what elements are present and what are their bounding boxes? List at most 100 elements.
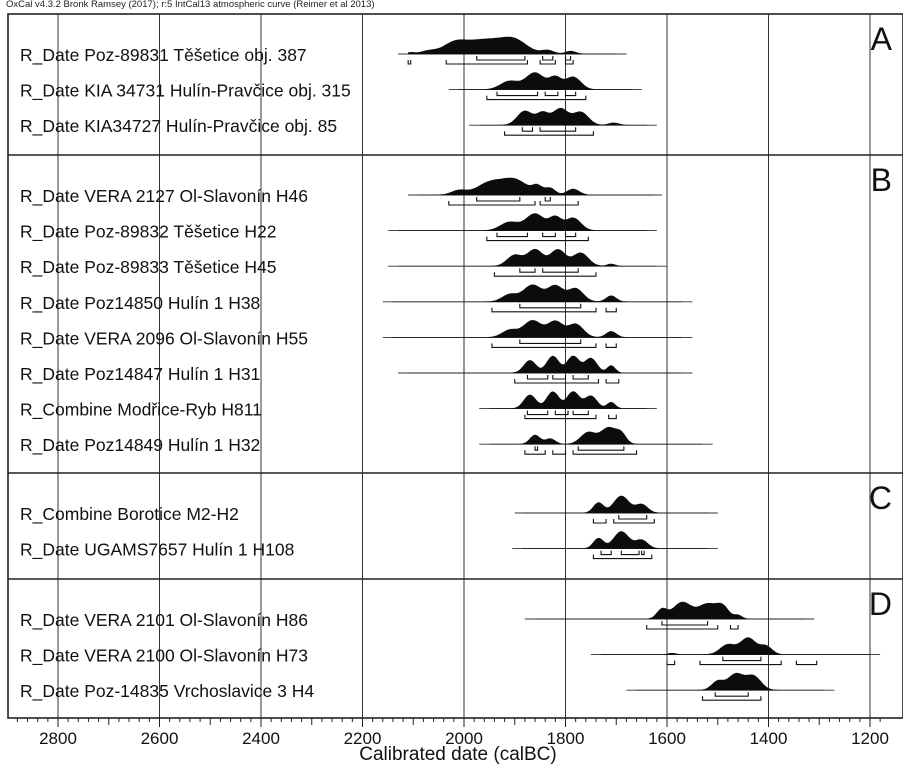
range-95-bracket [646, 625, 719, 630]
plot-frame: A B C D [7, 13, 903, 719]
range-95-bracket [666, 660, 676, 666]
range-68-bracket [554, 410, 569, 416]
row-label: R_Date Poz14849 Hulín 1 H32 [20, 435, 260, 456]
range-68-bracket [542, 56, 554, 61]
x-tick-label: 2400 [242, 729, 280, 748]
range-95-bracket [592, 554, 653, 560]
date-row: R_Date Poz-89833 Těšetice H45 [20, 248, 667, 278]
date-row: R_Date KIA34727 Hulín-Pravčice obj. 85 [20, 107, 657, 137]
row-label: R_Date KIA 34731 Hulín-Pravčice obj. 315 [20, 81, 351, 102]
range-68-bracket [661, 621, 709, 626]
range-95-bracket [514, 379, 600, 384]
row-label: R_Combine Modřice-Ryb H811 [20, 400, 262, 421]
row-label: R_Date Poz-89833 Těšetice H45 [20, 257, 277, 278]
x-tick-label: 2000 [445, 729, 483, 748]
probability-distribution [489, 391, 647, 409]
date-row: R_Combine Borotice M2-H2 [20, 495, 718, 525]
probability-distribution [479, 107, 647, 126]
range-68-bracket [572, 410, 589, 416]
range-95-bracket [564, 60, 574, 65]
x-tick-label: 2200 [344, 729, 382, 748]
date-rows: R_Date Poz-89831 Těšetice obj. 387 R_Date… [20, 36, 881, 702]
range-68-bracket [620, 550, 640, 556]
range-68-bracket [534, 446, 539, 451]
range-68-bracket [542, 268, 579, 273]
range-95-bracket [445, 60, 528, 65]
range-95-bracket [572, 450, 638, 455]
row-label: R_Date VERA 2127 Ol-Slavonín H46 [20, 186, 308, 207]
range-68-bracket [542, 232, 556, 238]
range-68-bracket [564, 232, 577, 238]
date-row: R_Date Poz-14835 Vrchoslavice 3 H4 [20, 672, 835, 702]
date-row: R_Date Poz14850 Hulín 1 H38 [20, 284, 693, 314]
range-95-bracket [486, 95, 587, 101]
range-95-bracket [524, 414, 597, 420]
date-row: R_Date Poz-89832 Těšetice H22 [20, 213, 657, 243]
probability-distribution [636, 672, 825, 691]
date-row: R_Date VERA 2127 Ol-Slavonín H46 [20, 177, 662, 207]
x-axis-label: Calibrated date (calBC) [359, 744, 556, 765]
range-68-bracket [476, 197, 521, 202]
row-label: R_Date VERA 2100 Ol-Slavonín H73 [20, 646, 308, 667]
range-95-bracket [795, 660, 818, 666]
date-row: R_Date VERA 2096 Ol-Slavonín H55 [20, 320, 693, 349]
range-95-bracket [493, 272, 597, 277]
range-68-bracket [496, 91, 539, 97]
date-row: R_Date Poz-89831 Těšetice obj. 387 [20, 36, 627, 66]
range-68-bracket [519, 303, 582, 309]
range-95-bracket [524, 450, 546, 455]
software-header: OxCal v4.3.2 Bronk Ramsey (2017); r:5 In… [6, 0, 375, 10]
date-row: R_Date KIA 34731 Hulín-Pravčice obj. 315 [20, 72, 642, 102]
probability-distribution [535, 601, 804, 620]
range-95-bracket [605, 307, 617, 313]
row-label: R_Date Poz-14835 Vrchoslavice 3 H4 [20, 681, 314, 702]
date-row: R_Date Poz14847 Hulín 1 H31 [20, 355, 693, 385]
x-tick-label: 2800 [39, 729, 77, 748]
range-68-bracket [526, 375, 549, 380]
range-68-bracket [564, 91, 577, 97]
range-68-bracket [476, 56, 526, 61]
range-95-bracket [699, 660, 782, 666]
x-tick-label: 1200 [851, 729, 889, 748]
range-95-bracket [701, 696, 762, 701]
row-label: R_Combine Borotice M2-H2 [20, 504, 239, 525]
x-axis: 2800 2600 2400 2200 2000 1800 1600 1400 1200 [16, 718, 889, 748]
date-row: R_Combine Modřice-Ryb H811 [20, 391, 657, 421]
group-letter: B [871, 162, 892, 198]
range-95-bracket [605, 343, 617, 348]
group-letter: A [871, 21, 893, 57]
probability-distribution [407, 36, 617, 55]
range-95-bracket [592, 519, 607, 524]
range-68-bracket [577, 446, 625, 451]
probability-distribution [392, 320, 683, 338]
x-tick-label: 1800 [547, 729, 585, 748]
range-95-bracket [539, 201, 579, 206]
probability-distribution [418, 177, 652, 196]
range-95-bracket [491, 307, 597, 313]
range-95-bracket [504, 131, 594, 136]
group-letter: C [869, 480, 892, 516]
range-95-bracket [605, 379, 620, 384]
range-68-bracket [714, 692, 749, 697]
range-68-bracket [572, 375, 589, 380]
range-95-bracket [552, 450, 567, 455]
range-95-bracket [608, 414, 617, 420]
range-68-bracket [539, 127, 577, 132]
probability-distribution [458, 72, 632, 90]
range-68-bracket [519, 268, 536, 273]
date-row: R_Date Poz14849 Hulín 1 H32 [20, 426, 713, 456]
range-95-bracket [407, 60, 412, 65]
range-68-bracket [618, 515, 648, 520]
range-95-bracket [613, 519, 655, 524]
row-label: R_Date Poz-89831 Těšetice obj. 387 [20, 45, 307, 66]
range-95-bracket [491, 343, 597, 348]
range-68-bracket [552, 375, 567, 380]
group-letter: D [869, 586, 892, 622]
range-95-bracket [539, 60, 556, 65]
range-95-bracket [729, 625, 739, 630]
range-95-bracket [486, 236, 589, 242]
range-68-bracket [544, 197, 551, 202]
x-tick-label: 2600 [141, 729, 179, 748]
range-68-bracket [544, 91, 559, 97]
